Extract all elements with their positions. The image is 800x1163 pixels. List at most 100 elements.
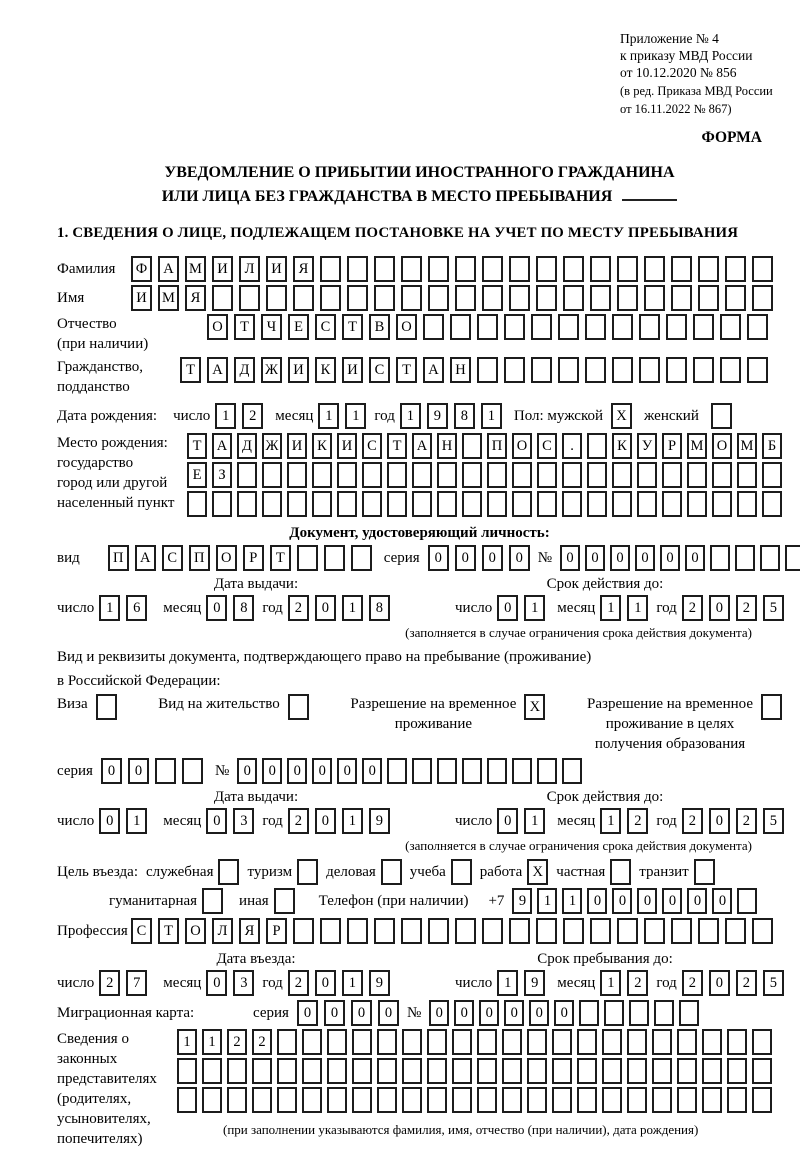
form-cell[interactable]: [437, 491, 457, 517]
form-cell[interactable]: [312, 462, 332, 488]
form-cell[interactable]: Т: [158, 918, 179, 944]
form-cell[interactable]: [512, 462, 532, 488]
purpose-study-checkbox[interactable]: [450, 859, 472, 885]
form-cell[interactable]: [702, 1029, 722, 1055]
form-cell[interactable]: Т: [187, 433, 207, 459]
form-cell[interactable]: 0: [323, 1000, 345, 1026]
form-cell[interactable]: 0: [508, 545, 530, 571]
form-cell[interactable]: [720, 357, 741, 383]
form-cell[interactable]: А: [212, 433, 232, 459]
form-cell[interactable]: 9: [512, 888, 533, 914]
form-cell[interactable]: [177, 1087, 197, 1113]
form-cell[interactable]: [337, 462, 357, 488]
form-cell[interactable]: 0: [712, 888, 733, 914]
form-cell[interactable]: [462, 433, 482, 459]
form-cell[interactable]: 1: [497, 970, 519, 996]
form-cell[interactable]: [218, 859, 240, 885]
form-cell[interactable]: 0: [312, 758, 333, 784]
form-cell[interactable]: 9: [524, 970, 546, 996]
form-cell[interactable]: 0: [635, 545, 655, 571]
form-cell[interactable]: [347, 285, 368, 311]
form-cell[interactable]: Р: [242, 545, 264, 571]
form-cell[interactable]: 1: [524, 808, 546, 834]
form-cell[interactable]: [537, 491, 557, 517]
form-cell[interactable]: [552, 1029, 572, 1055]
form-cell[interactable]: [527, 1058, 547, 1084]
form-cell[interactable]: О: [207, 314, 228, 340]
form-cell[interactable]: [725, 285, 746, 311]
form-cell[interactable]: [527, 1087, 547, 1113]
form-cell[interactable]: [712, 462, 732, 488]
form-cell[interactable]: [452, 1029, 472, 1055]
form-cell[interactable]: [698, 285, 719, 311]
form-cell[interactable]: Д: [237, 433, 257, 459]
form-cell[interactable]: [644, 285, 665, 311]
form-cell[interactable]: О: [215, 545, 237, 571]
form-cell[interactable]: 0: [287, 758, 308, 784]
form-cell[interactable]: [727, 1029, 747, 1055]
form-cell[interactable]: [585, 357, 606, 383]
form-cell[interactable]: [302, 1058, 322, 1084]
form-cell[interactable]: Л: [239, 256, 260, 282]
form-cell[interactable]: [662, 491, 682, 517]
form-cell[interactable]: [350, 545, 372, 571]
form-cell[interactable]: [266, 285, 287, 311]
form-cell[interactable]: [95, 694, 117, 720]
form-cell[interactable]: [747, 357, 768, 383]
form-cell[interactable]: [677, 1058, 697, 1084]
form-cell[interactable]: X: [524, 694, 546, 720]
form-cell[interactable]: И: [288, 357, 309, 383]
form-cell[interactable]: 0: [206, 808, 228, 834]
form-cell[interactable]: П: [107, 545, 129, 571]
form-cell[interactable]: Б: [762, 433, 782, 459]
form-cell[interactable]: [612, 491, 632, 517]
male-checkbox[interactable]: X: [611, 403, 633, 429]
form-cell[interactable]: [487, 491, 507, 517]
form-cell[interactable]: 1: [600, 808, 622, 834]
form-cell[interactable]: [212, 491, 232, 517]
form-cell[interactable]: [617, 285, 638, 311]
purpose-official-checkbox[interactable]: [218, 859, 240, 885]
form-cell[interactable]: Д: [234, 357, 255, 383]
form-cell[interactable]: 9: [368, 808, 390, 834]
form-cell[interactable]: 2: [227, 1029, 247, 1055]
form-cell[interactable]: [412, 462, 432, 488]
form-cell[interactable]: [702, 1087, 722, 1113]
form-cell[interactable]: [428, 918, 449, 944]
form-cell[interactable]: [202, 1087, 222, 1113]
form-cell[interactable]: 1: [537, 888, 558, 914]
form-cell[interactable]: [629, 1000, 650, 1026]
form-cell[interactable]: [752, 1087, 772, 1113]
form-cell[interactable]: 1: [341, 970, 363, 996]
form-cell[interactable]: [752, 256, 773, 282]
form-cell[interactable]: 0: [362, 758, 383, 784]
form-cell[interactable]: [482, 918, 503, 944]
form-cell[interactable]: [677, 1087, 697, 1113]
form-cell[interactable]: [666, 314, 687, 340]
form-cell[interactable]: [352, 1058, 372, 1084]
form-cell[interactable]: [509, 918, 530, 944]
form-cell[interactable]: 1: [562, 888, 583, 914]
form-cell[interactable]: [527, 1029, 547, 1055]
form-cell[interactable]: 0: [504, 1000, 525, 1026]
form-cell[interactable]: 0: [554, 1000, 575, 1026]
form-cell[interactable]: З: [212, 462, 232, 488]
form-cell[interactable]: 0: [708, 595, 730, 621]
form-cell[interactable]: [563, 256, 584, 282]
form-cell[interactable]: [277, 1029, 297, 1055]
form-cell[interactable]: [687, 462, 707, 488]
form-cell[interactable]: [725, 256, 746, 282]
form-cell[interactable]: 0: [612, 888, 633, 914]
form-cell[interactable]: [737, 462, 757, 488]
form-cell[interactable]: 1: [524, 595, 546, 621]
form-cell[interactable]: [347, 918, 368, 944]
form-cell[interactable]: 1: [480, 403, 502, 429]
form-cell[interactable]: [502, 1029, 522, 1055]
form-cell[interactable]: [760, 545, 780, 571]
form-cell[interactable]: [202, 888, 224, 914]
form-cell[interactable]: О: [712, 433, 732, 459]
form-cell[interactable]: [374, 256, 395, 282]
form-cell[interactable]: [552, 1087, 572, 1113]
form-cell[interactable]: 3: [233, 808, 255, 834]
form-cell[interactable]: [637, 491, 657, 517]
